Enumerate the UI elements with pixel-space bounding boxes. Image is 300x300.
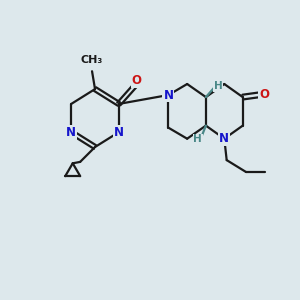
Text: O: O <box>260 88 269 101</box>
Text: N: N <box>219 132 229 145</box>
Text: N: N <box>164 88 173 101</box>
Text: H: H <box>194 134 202 144</box>
Text: N: N <box>114 126 124 139</box>
Text: O: O <box>132 74 142 87</box>
Text: H: H <box>214 81 222 91</box>
Text: CH₃: CH₃ <box>81 55 103 65</box>
Text: N: N <box>66 126 76 139</box>
